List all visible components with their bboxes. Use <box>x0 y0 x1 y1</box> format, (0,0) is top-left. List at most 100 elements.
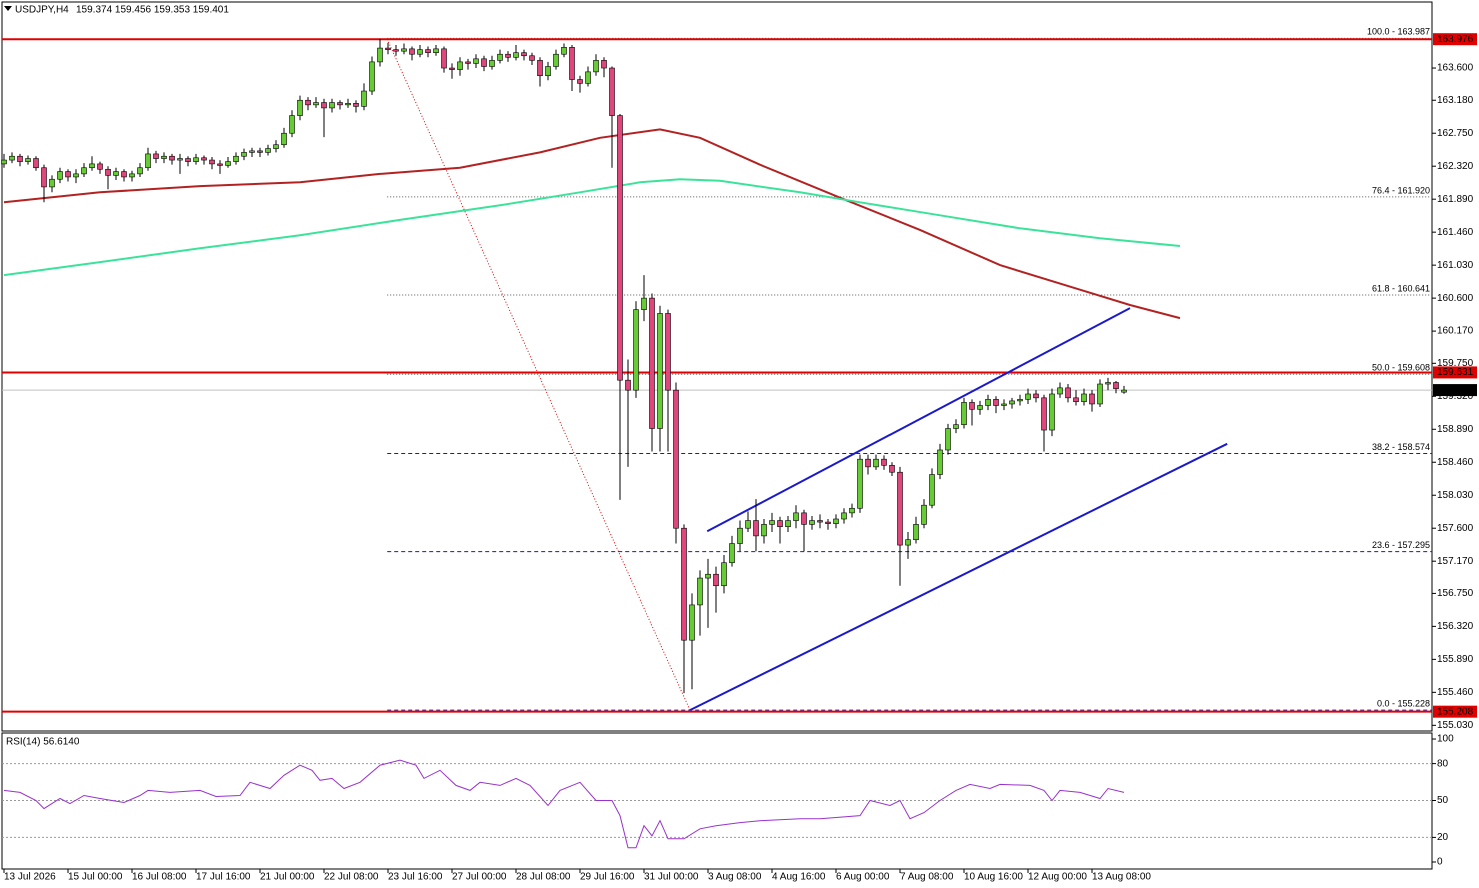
candle-body <box>41 167 47 188</box>
candle-body <box>1025 393 1031 400</box>
x-tick-label: 29 Jul 16:00 <box>580 872 635 883</box>
candle-body <box>265 148 271 153</box>
fib-label: 23.6 - 157.295 <box>1372 540 1430 550</box>
candle-body <box>249 150 255 153</box>
candle-body <box>321 102 327 109</box>
price-label-box <box>1433 384 1477 397</box>
candle-body <box>865 458 871 468</box>
candle-body <box>761 524 767 537</box>
candle-body <box>585 71 591 84</box>
price-label-box <box>1433 366 1477 379</box>
candle-body <box>921 504 927 525</box>
candle-body <box>417 49 423 55</box>
x-tick-label: 4 Aug 16:00 <box>772 872 826 883</box>
price-label: 159.631 <box>1437 367 1474 378</box>
candle-body <box>961 402 967 425</box>
rsi-tick-label: 0 <box>1437 857 1443 868</box>
candle-body <box>473 58 479 64</box>
candle-body <box>697 577 703 606</box>
rsi-tick-label: 20 <box>1437 832 1449 843</box>
ohlc-label: 159.374 159.456 159.353 159.401 <box>76 5 229 16</box>
y-tick-label: 161.030 <box>1437 260 1474 271</box>
candle-body <box>89 163 95 169</box>
candle-body <box>49 178 55 188</box>
y-tick-label: 161.460 <box>1437 227 1474 238</box>
candle-body <box>777 520 783 527</box>
x-tick-label: 27 Jul 00:00 <box>452 872 507 883</box>
candle-body <box>553 53 559 67</box>
x-tick-label: 13 Jul 2026 <box>4 872 56 883</box>
candle-body <box>481 58 487 67</box>
trendline <box>706 307 1131 533</box>
candle-body <box>1065 387 1071 399</box>
candle-body <box>81 167 87 175</box>
fib-label: 61.8 - 160.641 <box>1372 283 1430 293</box>
candle-body <box>745 520 751 529</box>
candle-body <box>33 158 39 169</box>
candle-body <box>889 465 895 473</box>
y-tick-label: 163.180 <box>1437 95 1474 106</box>
candle-body <box>225 161 231 166</box>
candle-body <box>193 157 199 162</box>
candle-body <box>569 47 575 80</box>
candle-body <box>161 155 167 159</box>
price-label: 155.208 <box>1437 706 1474 717</box>
candle-body <box>25 158 31 162</box>
price-label: 163.976 <box>1437 34 1474 45</box>
candle-body <box>913 524 919 541</box>
y-tick-label: 157.600 <box>1437 523 1474 534</box>
x-tick-label: 13 Aug 08:00 <box>1092 872 1151 883</box>
candle-body <box>841 512 847 520</box>
fib-label: 50.0 - 159.608 <box>1372 363 1430 373</box>
candle-body <box>1033 393 1039 399</box>
price-label-box <box>1433 33 1477 46</box>
y-tick-label: 161.890 <box>1437 194 1474 205</box>
candle-body <box>601 60 607 69</box>
candle-body <box>729 543 735 564</box>
symbol-icon <box>4 6 12 11</box>
y-tick-label: 163.600 <box>1437 63 1474 74</box>
candle-body <box>945 428 951 451</box>
candle-body <box>113 171 119 176</box>
y-tick-label: 158.890 <box>1437 424 1474 435</box>
candle-body <box>57 171 63 180</box>
candle-body <box>9 155 15 161</box>
candle-body <box>489 60 495 67</box>
candle-body <box>849 507 855 514</box>
x-tick-label: 23 Jul 16:00 <box>388 872 443 883</box>
candle-body <box>649 297 655 429</box>
candle-body <box>241 152 247 157</box>
candle-body <box>753 520 759 537</box>
candle-body <box>281 132 287 146</box>
candle-body <box>873 458 879 468</box>
candle-body <box>209 159 215 165</box>
candle-body <box>593 60 599 73</box>
candle-body <box>969 402 975 410</box>
candle-body <box>825 521 831 524</box>
candle-body <box>257 150 263 153</box>
candle-body <box>441 48 447 69</box>
trendline <box>689 442 1228 711</box>
fib-label: 38.2 - 158.574 <box>1372 442 1430 452</box>
candle-body <box>625 379 631 391</box>
x-tick-label: 17 Jul 16:00 <box>196 872 251 883</box>
candle-body <box>1105 382 1111 385</box>
x-tick-label: 31 Jul 00:00 <box>644 872 699 883</box>
candle-body <box>201 157 207 161</box>
candle-body <box>1113 382 1119 389</box>
candle-body <box>73 173 79 178</box>
rsi-tick-label: 100 <box>1437 734 1454 745</box>
moving-average <box>3 178 1181 277</box>
candle-body <box>881 458 887 466</box>
moving-average <box>3 128 1181 320</box>
candle-body <box>169 155 175 161</box>
candle-body <box>657 313 663 429</box>
candle-body <box>905 539 911 546</box>
candle-body <box>385 47 391 50</box>
candle-body <box>897 471 903 546</box>
candle-body <box>529 55 535 61</box>
candle-body <box>1081 393 1087 402</box>
y-tick-label: 155.030 <box>1437 720 1474 731</box>
y-tick-label: 159.750 <box>1437 358 1474 369</box>
